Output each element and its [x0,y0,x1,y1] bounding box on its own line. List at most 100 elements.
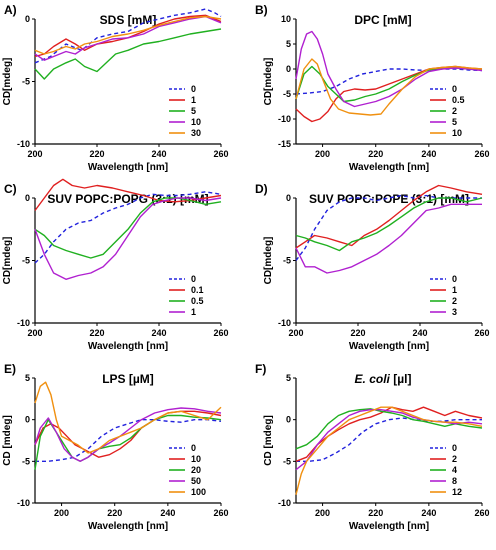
legend-entry: 0.1 [191,285,204,295]
y-tick-label: 0 [286,64,291,74]
panel-label: A) [4,3,17,17]
x-axis-label: Wavelength [nm] [88,162,168,173]
panel-label: F) [255,362,266,376]
x-tick-label: 200 [315,508,330,518]
y-tick-label: 5 [286,39,291,49]
legend-entry: 4 [452,465,457,475]
y-axis-label: CD[mdeg] [2,237,13,285]
legend-entry: 0 [452,84,457,94]
y-tick-label: -5 [22,256,30,266]
y-tick-label: -10 [17,318,30,328]
x-tick-label: 260 [213,149,228,159]
panel-label: E) [4,362,16,376]
y-tick-label: 5 [25,373,30,383]
y-tick-label: -5 [22,456,30,466]
x-tick-label: 240 [421,508,436,518]
legend-entry: 10 [191,117,201,127]
x-axis-label: Wavelength [nm] [88,521,168,532]
y-axis-label: CD [mdeg] [263,415,274,466]
series-line-2 [295,197,483,252]
x-tick-label: 220 [368,149,383,159]
legend-entry: 0.5 [191,296,204,306]
y-tick-label: -5 [283,89,291,99]
x-tick-label: 200 [54,508,69,518]
chart-title: SUV POPC:POPE (3:1) [mM] [309,192,469,206]
legend-entry: 0 [452,274,457,284]
series-line-5 [295,30,483,108]
x-tick-label: 240 [151,149,166,159]
x-tick-label: 200 [27,328,42,338]
y-tick-label: -10 [17,498,30,508]
series-line-0.1 [34,178,222,211]
x-tick-label: 260 [213,328,228,338]
x-tick-label: 220 [107,508,122,518]
x-tick-label: 240 [160,508,175,518]
x-axis-label: Wavelength [nm] [88,341,168,352]
x-axis-label: Wavelength [nm] [349,521,429,532]
y-tick-label: -10 [278,318,291,328]
legend-entry: 8 [452,476,457,486]
x-tick-label: 220 [89,149,104,159]
y-tick-label: 0 [25,415,30,425]
x-tick-label: 220 [89,328,104,338]
y-tick-label: 0 [286,415,291,425]
y-axis-label: CD[mdeg] [2,58,13,106]
series-line-0 [34,8,222,64]
chart-title: DPC [mM] [354,13,411,27]
y-axis-label: CD[mdeg] [263,58,274,106]
y-tick-label: 10 [281,14,291,24]
series-line-12 [295,406,483,495]
x-tick-label: 200 [288,328,303,338]
x-tick-label: 240 [412,328,427,338]
legend-entry: 0 [452,443,457,453]
legend-entry: 20 [191,465,201,475]
series-line-30 [34,15,222,55]
x-tick-label: 260 [474,328,489,338]
legend-entry: 0.5 [452,95,465,105]
legend-entry: 50 [191,476,201,486]
y-tick-label: -15 [278,139,291,149]
x-tick-label: 200 [27,149,42,159]
series-line-1 [295,184,483,249]
series-line-0 [35,419,222,462]
series-line-4 [295,408,483,450]
series-line-10 [295,58,483,116]
legend-entry: 0 [191,274,196,284]
y-axis-label: CD [mdeg] [2,415,13,466]
series-line-100 [34,381,222,454]
series-line-10 [34,15,222,61]
chart-panel-0: A) SDS [mM] -10 -5 0 200 220 240 260 Wavelength [… [2,3,229,173]
chart-panel-3: D) SUV POPC:POPE (3:1) [mM] -10 -5 0 200 220 24… [255,182,490,352]
y-tick-label: 0 [25,14,30,24]
series-line-0 [296,417,482,462]
y-tick-label: -5 [283,456,291,466]
legend-entry: 1 [452,285,457,295]
y-tick-label: 5 [286,373,291,383]
y-tick-label: -5 [283,256,291,266]
series-line-1 [34,197,222,280]
panel-label: B) [255,3,268,17]
panel-label: C) [4,182,17,196]
x-tick-label: 200 [315,149,330,159]
y-tick-label: -10 [17,139,30,149]
legend-entry: 12 [452,487,462,497]
legend-entry: 3 [452,307,457,317]
legend-entry: 1 [191,95,196,105]
legend-entry: 0 [191,443,196,453]
y-tick-label: -10 [278,498,291,508]
chart-title: LPS [µM] [102,372,154,386]
legend-entry: 5 [452,117,457,127]
y-tick-label: 0 [286,193,291,203]
legend-entry: 1 [191,307,196,317]
legend-entry: 0 [191,84,196,94]
chart-title: E. coli [µl] [355,372,412,386]
series-line-1 [34,14,222,58]
chart-title: SDS [mM] [100,13,157,27]
series-line-0 [34,191,222,264]
x-tick-label: 240 [421,149,436,159]
